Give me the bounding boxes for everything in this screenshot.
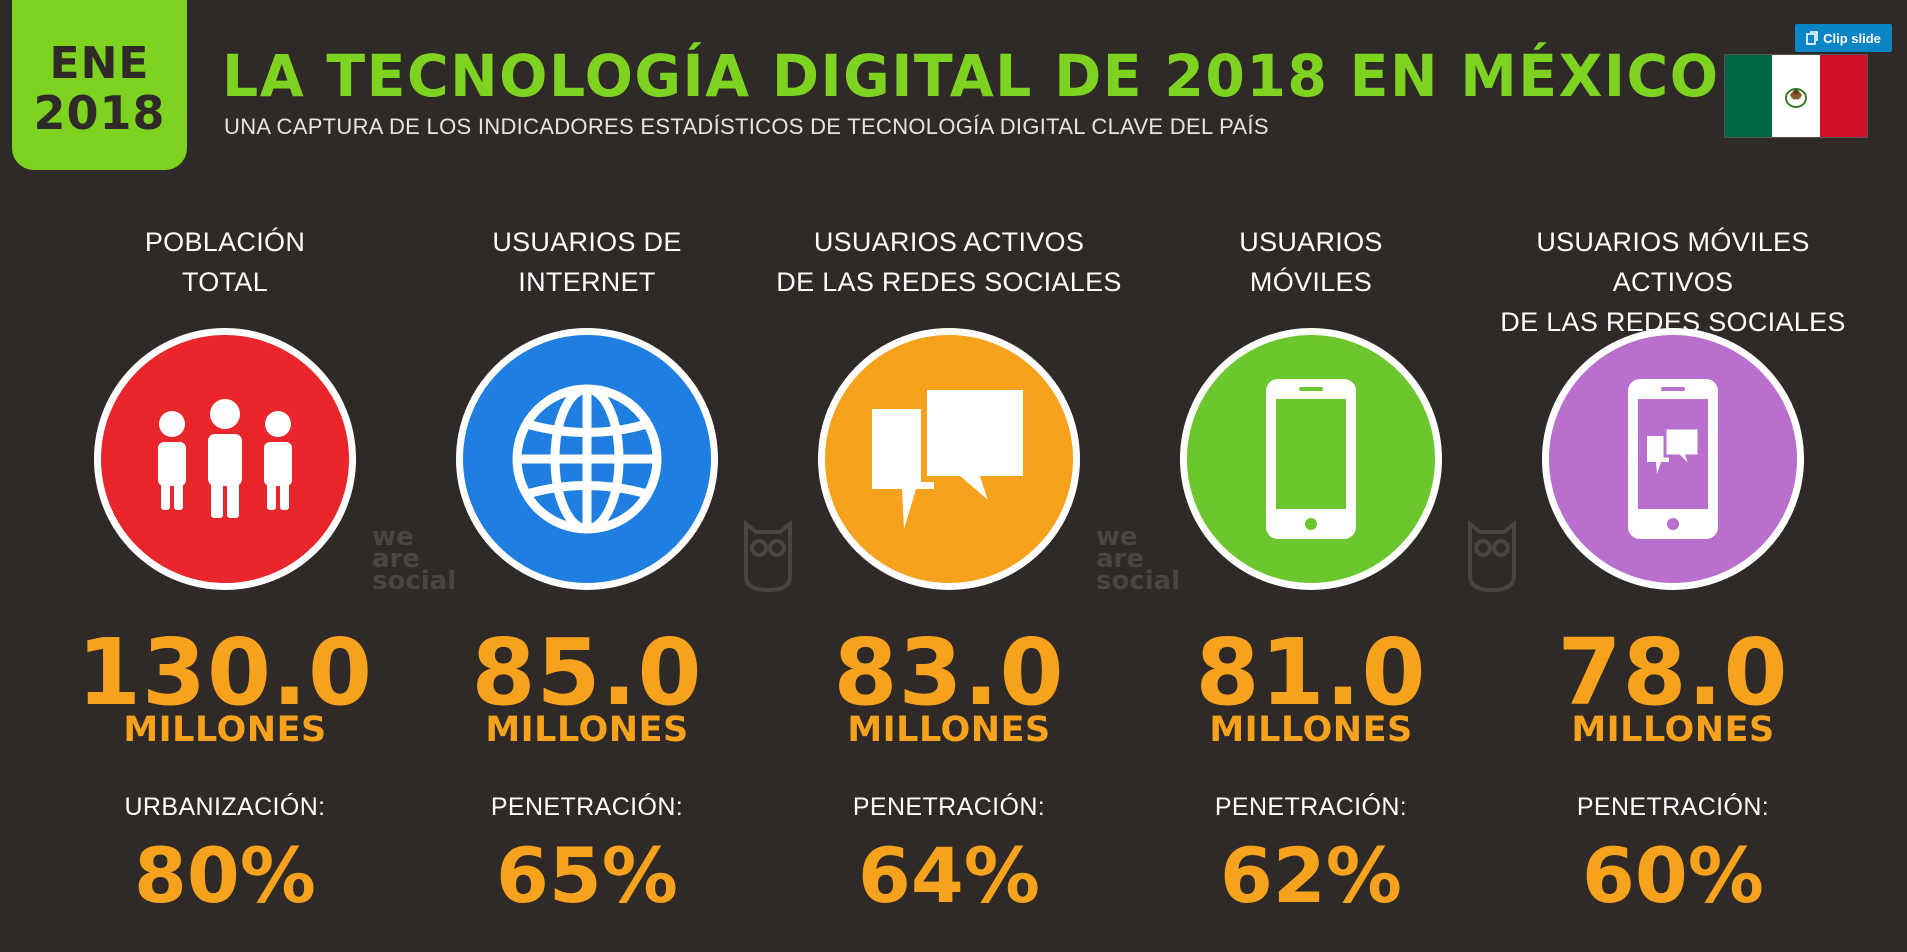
we-are-social-watermark: we are social: [372, 522, 457, 596]
clip-icon: [1806, 31, 1818, 45]
stat-mobile-users: USUARIOS MÓVILES 81.0 MILLONES PENETRACI…: [1130, 0, 1492, 952]
stat-metric-label: PENETRACIÓN:: [1214, 793, 1408, 821]
stat-label: USUARIOS ACTIVOS DE LAS REDES SOCIALES: [776, 227, 1122, 297]
clip-slide-label: Clip slide: [1823, 30, 1881, 46]
page-title: LA TECNOLOGÍA DIGITAL DE 2018 EN MÉXICO: [222, 42, 1720, 110]
stat-mobile-social-users: USUARIOS MÓVILES ACTIVOS DE LAS REDES SO…: [1492, 0, 1854, 952]
stat-metric-label: URBANIZACIÓN:: [124, 793, 326, 821]
stat-metric-label: PENETRACIÓN:: [490, 793, 684, 821]
flag-red-stripe: [1819, 55, 1867, 137]
hootsuite-owl-icon: [1468, 520, 1516, 593]
stat-label: USUARIOS MÓVILES: [1239, 227, 1383, 297]
stat-metric-value: 60%: [1582, 831, 1764, 920]
stat-value: 83.0: [833, 619, 1065, 726]
stat-unit: MILLONES: [1209, 710, 1413, 750]
date-year: 2018: [33, 86, 166, 140]
mobile-phone-icon: [1180, 328, 1442, 590]
stat-metric-label: PENETRACIÓN:: [852, 793, 1046, 821]
stat-metric-label: PENETRACIÓN:: [1576, 793, 1770, 821]
stat-unit: MILLONES: [1571, 710, 1775, 750]
stat-unit: MILLONES: [847, 710, 1051, 750]
chat-bubbles-icon: [818, 328, 1080, 590]
flag-white-stripe: [1772, 55, 1820, 137]
date-badge: ENE 2018: [12, 0, 187, 170]
stat-value: 81.0: [1195, 619, 1427, 726]
stat-metric-value: 65%: [496, 831, 678, 920]
stat-metric-value: 80%: [134, 831, 316, 920]
stat-value: 85.0: [471, 619, 703, 726]
we-are-social-watermark: we are social: [1096, 522, 1181, 596]
coat-of-arms-icon: [1784, 88, 1807, 108]
page-subtitle: UNA CAPTURA DE LOS INDICADORES ESTADÍSTI…: [224, 114, 1269, 139]
stat-value: 130.0: [76, 619, 373, 726]
stat-unit: MILLONES: [485, 710, 689, 750]
mobile-social-icon: [1542, 328, 1804, 590]
stat-label: USUARIOS DE INTERNET: [492, 227, 682, 297]
stat-metric-value: 62%: [1220, 831, 1402, 920]
date-month: ENE: [49, 38, 150, 89]
stat-label: POBLACIÓN TOTAL: [144, 227, 306, 297]
stat-internet-users: USUARIOS DE INTERNET 85.0 MILLONES PENET…: [406, 0, 768, 952]
people-icon: [94, 328, 356, 590]
stat-metric-value: 64%: [858, 831, 1040, 920]
stat-unit: MILLONES: [123, 710, 327, 750]
stat-social-media-users: USUARIOS ACTIVOS DE LAS REDES SOCIALES 8…: [768, 0, 1130, 952]
hootsuite-owl-icon: [744, 520, 792, 593]
globe-icon: [456, 328, 718, 590]
mexico-flag-icon: [1724, 54, 1868, 138]
clip-slide-button[interactable]: Clip slide: [1795, 24, 1892, 52]
stat-value: 78.0: [1557, 619, 1789, 726]
stat-total-population: POBLACIÓN TOTAL 130.0: [44, 0, 406, 952]
stat-label: USUARIOS MÓVILES ACTIVOS DE LAS REDES SO…: [1500, 227, 1846, 337]
flag-green-stripe: [1725, 55, 1773, 137]
